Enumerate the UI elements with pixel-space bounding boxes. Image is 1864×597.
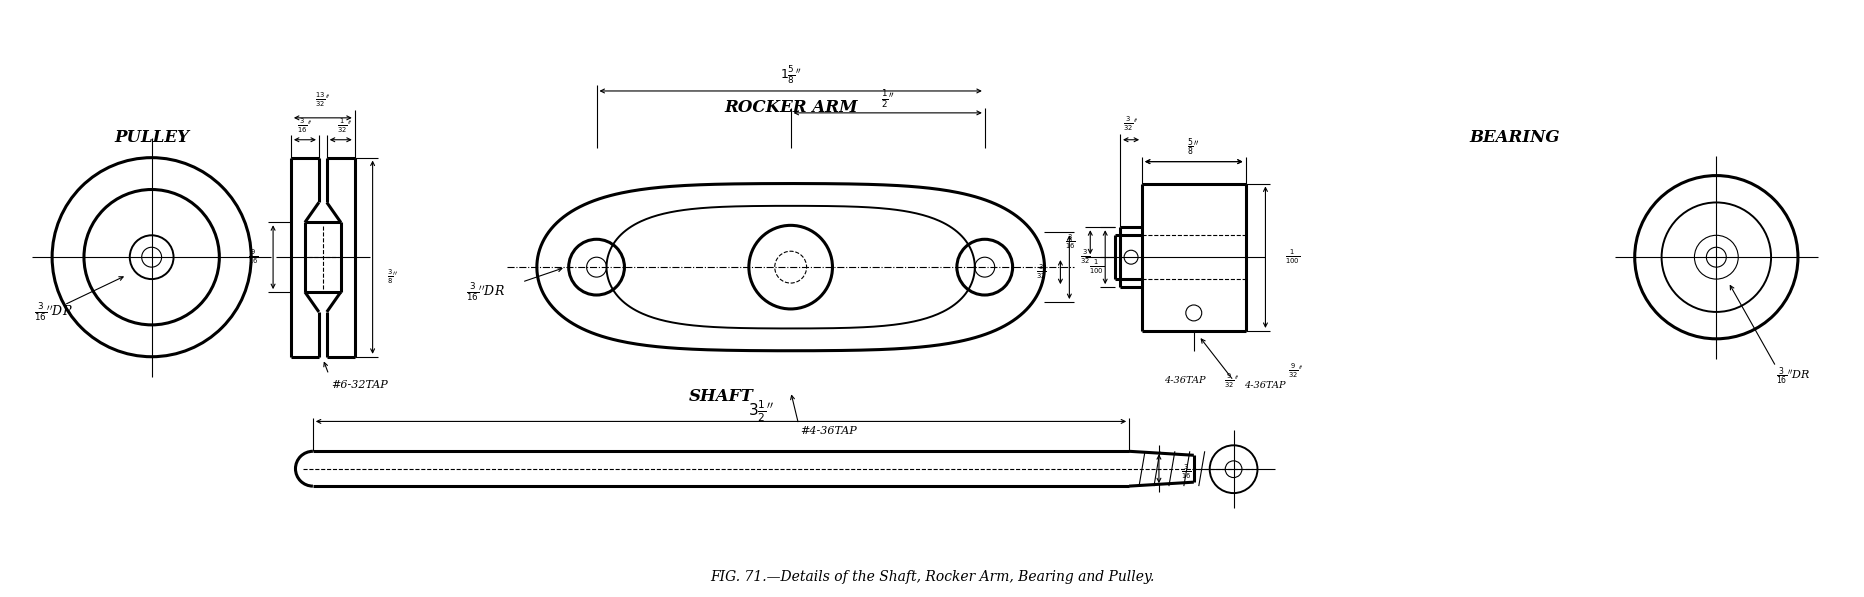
Text: #6-32TAP: #6-32TAP	[330, 380, 388, 390]
Text: $\frac{9}{16}$: $\frac{9}{16}$	[248, 248, 259, 266]
Text: $\frac{3}{32}$: $\frac{3}{32}$	[1079, 248, 1090, 266]
Text: PULLEY: PULLEY	[114, 130, 188, 146]
Text: $\frac{13}{32}^{\prime\prime}$: $\frac{13}{32}^{\prime\prime}$	[315, 91, 330, 109]
Text: BEARING: BEARING	[1469, 130, 1560, 146]
Text: $\frac{3}{32}$: $\frac{3}{32}$	[1035, 263, 1046, 281]
Text: SHAFT: SHAFT	[688, 388, 753, 405]
Text: $\frac{1}{2}^{\prime\prime}$: $\frac{1}{2}^{\prime\prime}$	[880, 88, 895, 110]
Text: $\frac{1}{100}$: $\frac{1}{100}$	[1284, 248, 1299, 266]
Text: $\frac{3}{16}^{\prime\prime}$DR: $\frac{3}{16}^{\prime\prime}$DR	[466, 281, 505, 303]
Text: $\frac{9}{32}^{\prime\prime}$: $\frac{9}{32}^{\prime\prime}$	[1223, 371, 1240, 390]
Text: $1\frac{5}{8}^{\prime\prime}$: $1\frac{5}{8}^{\prime\prime}$	[779, 64, 802, 86]
Text: $\frac{3}{16}^{\prime\prime}$DR: $\frac{3}{16}^{\prime\prime}$DR	[1775, 366, 1810, 387]
Text: $\frac{3}{16}$: $\frac{3}{16}$	[1064, 233, 1076, 251]
Text: $\frac{3}{8}^{\prime\prime}$: $\frac{3}{8}^{\prime\prime}$	[386, 268, 397, 286]
Text: ROCKER ARM: ROCKER ARM	[723, 99, 857, 116]
Text: #4-36TAP: #4-36TAP	[800, 426, 857, 436]
Text: 4-36TAP: 4-36TAP	[1163, 376, 1204, 385]
Text: $\frac{3}{16}$: $\frac{3}{16}$	[1180, 463, 1191, 481]
Text: $\frac{3}{16}^{\prime\prime}$: $\frac{3}{16}^{\prime\prime}$	[296, 116, 313, 135]
Text: $\frac{3}{32}^{\prime\prime}$: $\frac{3}{32}^{\prime\prime}$	[1122, 115, 1139, 133]
Text: $\frac{3}{16}^{\prime\prime}$DR: $\frac{3}{16}^{\prime\prime}$DR	[34, 301, 73, 323]
Text: $3\frac{1}{2}^{\prime\prime}$: $3\frac{1}{2}^{\prime\prime}$	[747, 399, 774, 424]
Text: FIG. 71.—Details of the Shaft, Rocker Arm, Bearing and Pulley.: FIG. 71.—Details of the Shaft, Rocker Ar…	[710, 570, 1154, 584]
Text: $\frac{9}{32}^{\prime\prime}$: $\frac{9}{32}^{\prime\prime}$	[1288, 362, 1303, 380]
Text: $\frac{5}{8}^{\prime\prime}$: $\frac{5}{8}^{\prime\prime}$	[1187, 137, 1199, 158]
Text: $\frac{1}{100}$: $\frac{1}{100}$	[1089, 258, 1103, 276]
Text: 4-36TAP: 4-36TAP	[1243, 381, 1284, 390]
Text: $\frac{1}{32}^{\prime\prime}$: $\frac{1}{32}^{\prime\prime}$	[337, 116, 352, 135]
